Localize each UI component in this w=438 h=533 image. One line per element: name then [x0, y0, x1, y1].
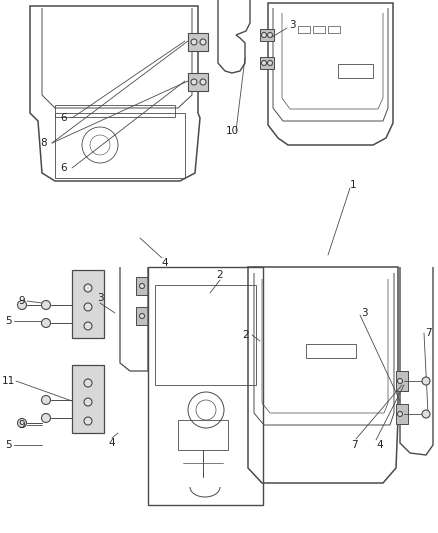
Circle shape: [42, 395, 50, 405]
Bar: [55, 105, 175, 117]
Circle shape: [191, 39, 197, 45]
Bar: [136, 277, 148, 295]
Bar: [178, 420, 228, 450]
Text: 6: 6: [61, 113, 67, 123]
Circle shape: [84, 284, 92, 292]
Bar: [260, 57, 274, 69]
Circle shape: [84, 398, 92, 406]
Circle shape: [398, 378, 403, 384]
Circle shape: [42, 414, 50, 423]
Circle shape: [42, 301, 50, 310]
Text: 6: 6: [61, 163, 67, 173]
Bar: [188, 33, 208, 51]
Text: 4: 4: [377, 440, 383, 450]
Text: 9: 9: [19, 296, 25, 306]
Bar: [260, 29, 274, 41]
Circle shape: [268, 33, 272, 37]
Text: 3: 3: [97, 293, 103, 303]
Circle shape: [84, 379, 92, 387]
Text: 2: 2: [217, 270, 223, 280]
Bar: [298, 26, 310, 33]
Circle shape: [398, 411, 403, 416]
Text: 3: 3: [360, 308, 367, 318]
Bar: [396, 404, 408, 424]
Bar: [306, 344, 356, 358]
Bar: [328, 26, 340, 33]
Text: 7: 7: [351, 440, 357, 450]
Circle shape: [422, 377, 430, 385]
Circle shape: [261, 33, 266, 37]
Bar: [155, 285, 256, 385]
Circle shape: [84, 322, 92, 330]
Bar: [72, 270, 104, 338]
Bar: [136, 307, 148, 325]
Circle shape: [200, 79, 206, 85]
Circle shape: [84, 303, 92, 311]
Text: 4: 4: [109, 438, 115, 448]
Text: 5: 5: [5, 316, 11, 326]
Circle shape: [18, 301, 27, 310]
Bar: [188, 73, 208, 91]
Circle shape: [139, 284, 145, 288]
Circle shape: [268, 61, 272, 66]
Bar: [396, 371, 408, 391]
Circle shape: [422, 410, 430, 418]
Text: 1: 1: [350, 180, 356, 190]
Text: 3: 3: [289, 20, 295, 30]
Circle shape: [139, 313, 145, 319]
Bar: [338, 64, 373, 78]
Circle shape: [261, 61, 266, 66]
Circle shape: [191, 79, 197, 85]
Bar: [72, 365, 104, 433]
Text: 8: 8: [41, 138, 47, 148]
Text: 9: 9: [19, 420, 25, 430]
Text: 4: 4: [162, 258, 168, 268]
Text: 10: 10: [226, 126, 239, 136]
Bar: [55, 113, 185, 178]
Text: 7: 7: [425, 328, 431, 338]
Circle shape: [18, 418, 27, 427]
Circle shape: [84, 417, 92, 425]
Bar: [148, 267, 263, 505]
Bar: [313, 26, 325, 33]
Circle shape: [42, 319, 50, 327]
Text: 11: 11: [1, 376, 14, 386]
Text: 2: 2: [243, 330, 249, 340]
Text: 5: 5: [5, 440, 11, 450]
Circle shape: [200, 39, 206, 45]
